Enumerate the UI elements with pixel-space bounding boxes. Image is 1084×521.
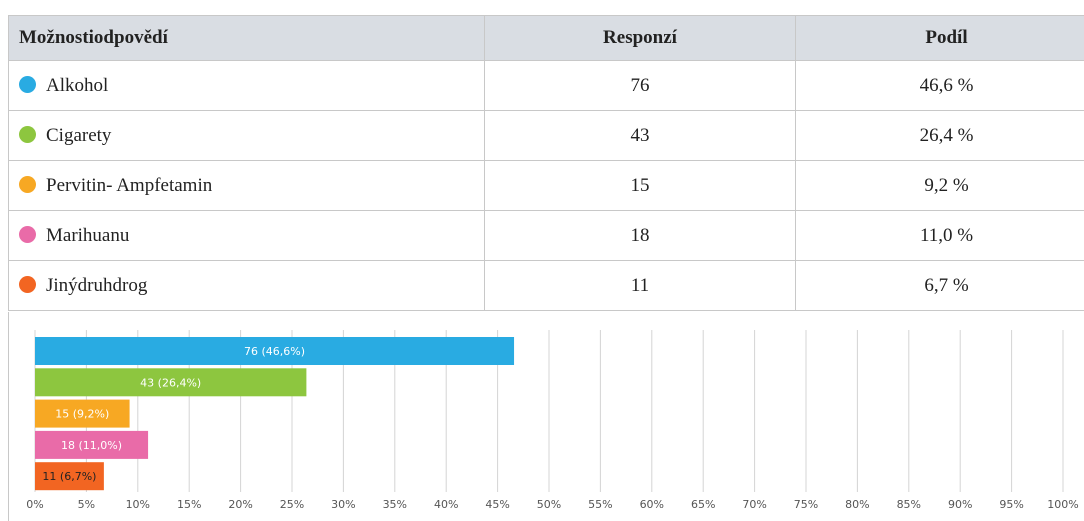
option-label: Alkohol xyxy=(46,74,109,96)
x-tick-label: 15% xyxy=(177,498,201,511)
option-cell: Cigarety xyxy=(8,110,485,161)
x-tick-label: 90% xyxy=(948,498,972,511)
color-dot xyxy=(19,125,36,143)
count-cell: 11 xyxy=(484,260,796,311)
bar-label: 76 (46,6%) xyxy=(244,345,305,358)
option-label: Pervitin- Ampfetamin xyxy=(46,174,213,196)
share-cell: 9,2 % xyxy=(795,160,1084,211)
header-cell: Možnostiodpovědí xyxy=(8,15,485,61)
x-tick-label: 50% xyxy=(537,498,561,511)
table-row: Alkohol 76 46,6 % xyxy=(8,60,1084,111)
bar-label: 43 (26,4%) xyxy=(140,376,201,389)
x-tick-label: 100% xyxy=(1047,498,1078,511)
color-dot xyxy=(19,75,36,93)
count-cell: 76 xyxy=(484,60,796,111)
share-cell: 11,0 % xyxy=(795,210,1084,261)
option-label: Jinýdruhdrog xyxy=(46,274,148,296)
count-cell: 43 xyxy=(484,110,796,161)
color-dot xyxy=(19,225,36,243)
bar xyxy=(35,337,515,365)
x-tick-label: 35% xyxy=(383,498,407,511)
x-tick-label: 40% xyxy=(434,498,458,511)
bar xyxy=(35,368,307,397)
option-label: Cigarety xyxy=(46,124,112,146)
x-tick-label: 20% xyxy=(228,498,252,511)
x-tick-label: 10% xyxy=(126,498,150,511)
table-body: Alkohol 76 46,6 % Cigarety 43 26,4 % Pervitin-… xyxy=(8,60,1084,311)
header-row: Možnostiodpovědí Responzí Podíl xyxy=(8,15,1084,61)
bar-label: 11 (6,7%) xyxy=(42,470,96,483)
x-tick-label: 0% xyxy=(26,498,43,511)
count-cell: 15 xyxy=(484,160,796,211)
option-cell: Jinýdruhdrog xyxy=(8,260,485,311)
option-label: Marihuanu xyxy=(46,224,130,246)
x-tick-label: 25% xyxy=(280,498,304,511)
bar xyxy=(35,399,130,428)
x-tick-label: 60% xyxy=(640,498,664,511)
x-tick-label: 80% xyxy=(845,498,869,511)
table-row: Cigarety 43 26,4 % xyxy=(8,110,1084,161)
x-tick-label: 85% xyxy=(897,498,921,511)
x-tick-label: 5% xyxy=(78,498,95,511)
x-tick-label: 70% xyxy=(742,498,766,511)
option-cell: Marihuanu xyxy=(8,210,485,261)
results-table: Možnostiodpovědí Responzí Podíl Alkohol 7… xyxy=(8,15,1084,311)
x-tick-label: 30% xyxy=(331,498,355,511)
option-cell: Pervitin- Ampfetamin xyxy=(8,160,485,211)
bar xyxy=(35,430,149,459)
x-tick-label: 45% xyxy=(485,498,509,511)
x-tick-label: 65% xyxy=(691,498,715,511)
option-cell: Alkohol xyxy=(8,60,485,111)
x-tick-label: 55% xyxy=(588,498,612,511)
share-cell: 26,4 % xyxy=(795,110,1084,161)
bar-label: 18 (11,0%) xyxy=(61,439,122,452)
color-dot xyxy=(19,175,36,193)
table-row: Marihuanu 18 11,0 % xyxy=(8,210,1084,261)
header-cell: Podíl xyxy=(795,15,1084,61)
count-cell: 18 xyxy=(484,210,796,261)
share-cell: 6,7 % xyxy=(795,260,1084,311)
bar-label: 15 (9,2%) xyxy=(55,408,109,421)
x-tick-label: 95% xyxy=(999,498,1023,511)
color-dot xyxy=(19,275,36,293)
table-row: Pervitin- Ampfetamin 15 9,2 % xyxy=(8,160,1084,211)
chart: 0% 5% 10% 15% 20% 25% 30% 35% 40% 45% 50% 55% 60% 65%… xyxy=(8,312,1079,521)
bar xyxy=(35,462,104,491)
table-row: Jinýdruhdrog 11 6,7 % xyxy=(8,260,1084,311)
x-tick-label: 75% xyxy=(794,498,818,511)
header-cell: Responzí xyxy=(484,15,796,61)
share-cell: 46,6 % xyxy=(795,60,1084,111)
